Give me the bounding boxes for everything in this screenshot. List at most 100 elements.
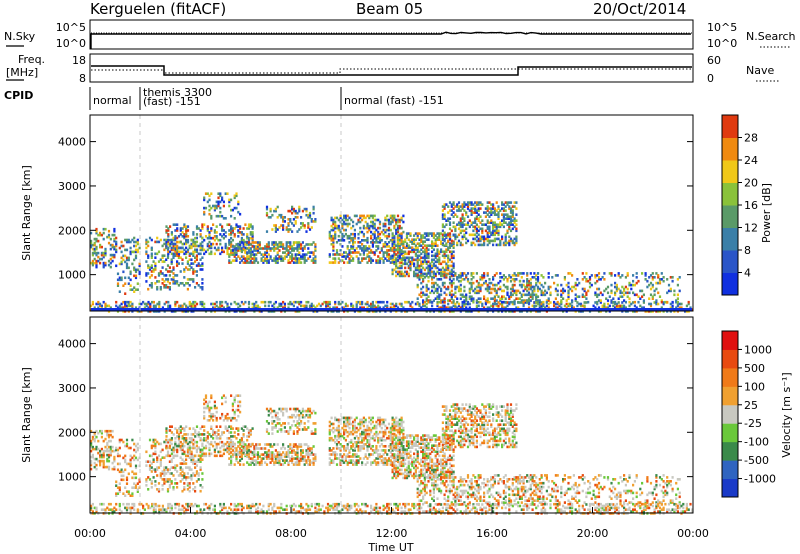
power-cell — [436, 287, 439, 291]
velocity-cell — [156, 488, 159, 491]
power-cell — [237, 243, 240, 246]
power-cell — [170, 278, 173, 281]
power-cell — [230, 227, 233, 230]
power-cell — [210, 229, 213, 232]
power-cell — [447, 233, 450, 237]
station-title: Kerguelen (fitACF) — [90, 0, 226, 18]
power-cell — [443, 244, 446, 247]
power-cell — [129, 304, 132, 308]
frequency-line — [91, 65, 692, 76]
power-cell — [346, 218, 349, 222]
power-cell — [642, 301, 645, 304]
velocity-cell — [106, 449, 109, 453]
velocity-cell — [221, 431, 224, 434]
power-cell — [289, 251, 292, 254]
power-cell — [355, 214, 358, 218]
velocity-cell — [239, 455, 242, 458]
power-cell — [208, 212, 211, 216]
power-cell — [461, 243, 464, 247]
velocity-cell — [163, 456, 166, 459]
power-cell — [441, 283, 444, 287]
velocity-cell — [228, 450, 231, 454]
nave-right-tick-top: 60 — [707, 54, 721, 67]
velocity-cell — [165, 466, 168, 469]
power-cell — [441, 237, 444, 241]
velocity-cell — [194, 486, 197, 489]
power-cell — [219, 214, 222, 218]
velocity-cell — [194, 454, 197, 458]
nave-right-label: Nave — [746, 64, 774, 77]
power-cell — [509, 215, 513, 218]
power-cell — [536, 272, 540, 275]
power-cell — [493, 211, 496, 214]
power-cell — [212, 306, 215, 309]
power-cell — [445, 262, 448, 266]
power-cell — [438, 258, 441, 262]
power-cell — [508, 225, 511, 229]
power-cell — [285, 255, 288, 258]
velocity-cell — [183, 460, 186, 463]
power-cb-swatch — [722, 115, 738, 138]
velocity-cell — [122, 474, 125, 478]
power-cell — [432, 281, 435, 285]
power-cell — [127, 258, 130, 262]
velocity-cell — [256, 447, 260, 450]
power-cell — [251, 241, 254, 244]
power-cell — [422, 272, 425, 276]
power-cell — [445, 233, 448, 237]
power-cell — [511, 211, 514, 214]
velocity-cell — [228, 457, 231, 460]
power-cell — [352, 306, 355, 309]
power-ytick-label: 3000 — [58, 180, 86, 193]
power-cell — [416, 297, 419, 300]
power-cell — [461, 221, 464, 224]
power-cell — [441, 225, 444, 229]
velocity-cell — [118, 438, 121, 442]
power-cell — [470, 207, 473, 210]
power-cell — [477, 283, 480, 287]
power-cell — [308, 216, 312, 219]
velocity-cell — [177, 444, 181, 448]
frequency-panel: Freq. [MHz] 18 8 60 0 Nave — [6, 53, 780, 85]
velocity-cell — [190, 433, 193, 436]
power-cell — [542, 300, 545, 304]
velocity-cell — [106, 441, 109, 445]
power-cell — [269, 255, 272, 258]
power-cell — [396, 224, 400, 228]
power-cell — [657, 291, 660, 295]
power-cell — [353, 228, 356, 232]
velocity-cell — [226, 412, 229, 416]
power-cell — [172, 223, 175, 226]
power-cell — [445, 266, 448, 270]
power-cell — [416, 250, 419, 254]
power-cell — [472, 237, 475, 241]
power-cell — [486, 227, 489, 231]
velocity-cell — [231, 435, 234, 438]
power-cell — [328, 306, 331, 309]
power-cell — [195, 274, 198, 277]
velocity-cell — [224, 396, 227, 400]
power-cell — [156, 286, 159, 289]
power-cell — [427, 256, 430, 260]
velocity-cell — [215, 437, 218, 440]
power-cell — [479, 221, 482, 224]
velocity-cell — [154, 468, 157, 471]
power-cell — [492, 233, 495, 237]
velocity-cell — [201, 450, 204, 454]
power-cell — [237, 302, 240, 306]
velocity-cell — [111, 435, 114, 439]
velocity-cell — [113, 459, 116, 463]
power-cell — [133, 236, 136, 240]
power-cell — [657, 276, 660, 279]
velocity-cell — [195, 464, 198, 467]
velocity-cell — [115, 492, 118, 495]
power-cell — [183, 248, 186, 252]
power-cell — [420, 238, 423, 241]
velocity-cell — [106, 465, 109, 469]
power-cell — [221, 198, 224, 202]
power-cell — [208, 235, 211, 238]
power-cell — [596, 293, 599, 297]
power-cell — [461, 229, 464, 233]
power-cell — [614, 302, 617, 306]
power-cell — [617, 301, 620, 304]
